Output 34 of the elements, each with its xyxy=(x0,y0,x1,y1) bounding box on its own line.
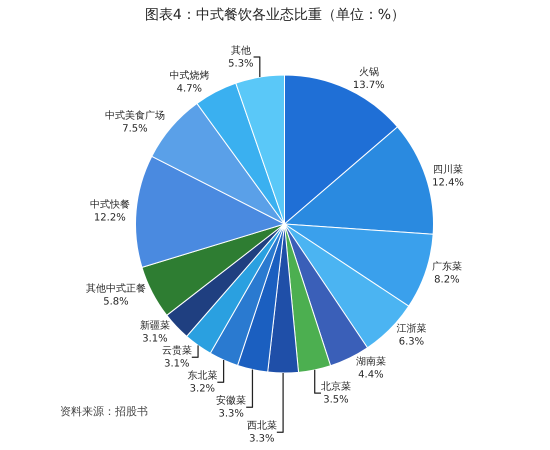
data-label: 5.8% xyxy=(103,296,129,308)
slice-label: 中式美食广场 xyxy=(104,109,165,122)
data-label: 3.1% xyxy=(164,358,190,370)
slice-label: 江浙菜 xyxy=(396,322,426,335)
data-label: 7.5% xyxy=(122,123,148,134)
data-label: 13.7% xyxy=(352,80,385,91)
data-label: 3.1% xyxy=(142,334,168,345)
data-label: 3.3% xyxy=(218,408,244,420)
data-label: 3.3% xyxy=(249,434,275,445)
chart-title: 图表4：中式餐饮各业态比重（单位：%） xyxy=(144,6,406,23)
slice-label: 湖南菜 xyxy=(356,356,386,368)
text: 资料来源：招股书 xyxy=(60,405,148,418)
data-label: 12.2% xyxy=(94,212,126,224)
slice-label: 火锅 xyxy=(358,66,379,78)
slice-label: 中式烧烤 xyxy=(169,70,210,82)
slice-label: 其他中式正餐 xyxy=(86,282,146,295)
data-label: 4.7% xyxy=(176,84,202,95)
slice-label: 广东菜 xyxy=(432,260,462,273)
slice-label: 其他 xyxy=(230,44,251,57)
data-label: 4.4% xyxy=(358,370,384,381)
slice-label: 新疆菜 xyxy=(140,320,170,332)
data-label: 3.5% xyxy=(323,394,349,406)
slice-label: 中式快餐 xyxy=(90,198,130,210)
slice-label: 云贵菜 xyxy=(162,344,192,357)
data-label: 12.4% xyxy=(432,177,464,188)
slice-label: 安徽菜 xyxy=(216,394,246,407)
data-label: 6.3% xyxy=(398,336,424,348)
data-label: 8.2% xyxy=(434,274,460,286)
slice-label: 四川菜 xyxy=(433,163,464,176)
data-label: 3.2% xyxy=(190,384,216,395)
slice-label: 东北菜 xyxy=(187,370,218,382)
slice-label: 西北菜 xyxy=(246,420,277,432)
data-label: 5.3% xyxy=(228,58,254,70)
slice-label: 北京菜 xyxy=(320,380,351,393)
